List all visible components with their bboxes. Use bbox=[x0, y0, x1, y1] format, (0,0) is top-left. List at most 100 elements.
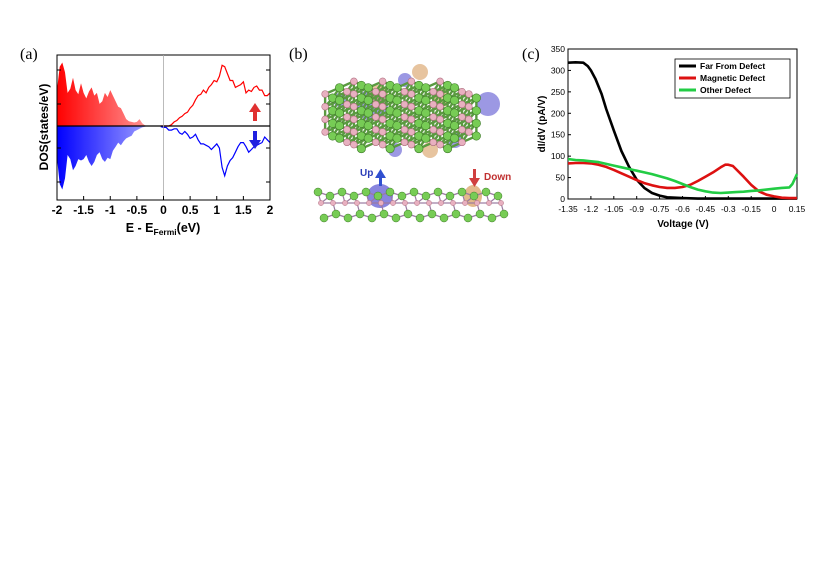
dopant-atom bbox=[458, 113, 466, 121]
bond bbox=[453, 128, 463, 140]
bond bbox=[375, 90, 391, 100]
side-bond bbox=[497, 195, 502, 204]
bond bbox=[396, 124, 412, 134]
bond bbox=[453, 116, 463, 127]
bond bbox=[404, 141, 412, 146]
didv-x-tick-label: -0.3 bbox=[721, 204, 736, 214]
bond bbox=[418, 84, 427, 89]
bond bbox=[404, 115, 412, 121]
side-bond bbox=[425, 195, 430, 204]
bond bbox=[396, 80, 412, 89]
side-bond bbox=[491, 213, 505, 219]
bond bbox=[396, 137, 412, 146]
bond bbox=[396, 99, 406, 106]
side-bond bbox=[455, 213, 469, 219]
dopant-atom bbox=[400, 100, 409, 109]
side-bond bbox=[320, 195, 331, 204]
bond bbox=[367, 92, 384, 102]
side-carbon-atom bbox=[487, 213, 497, 223]
dopant-atom bbox=[378, 128, 387, 136]
bond bbox=[425, 124, 434, 131]
bond bbox=[461, 109, 477, 119]
carbon-atom bbox=[385, 131, 395, 141]
dopant-atom bbox=[429, 138, 437, 147]
bond bbox=[461, 128, 477, 138]
carbon-atom bbox=[443, 80, 453, 90]
dopant-atom bbox=[321, 115, 329, 124]
bond bbox=[425, 118, 441, 127]
bond bbox=[404, 128, 420, 138]
didv-y-tick-label: 250 bbox=[551, 87, 565, 97]
bond bbox=[439, 92, 455, 102]
bond bbox=[417, 112, 427, 125]
side-carbon-atom bbox=[319, 213, 329, 223]
bond bbox=[367, 86, 384, 96]
dopant-atom bbox=[400, 138, 409, 147]
dopant-atom bbox=[436, 102, 444, 111]
dopant-atom bbox=[436, 90, 444, 98]
bond bbox=[389, 103, 405, 112]
bond bbox=[404, 96, 420, 106]
dos-line-spin-down bbox=[160, 126, 271, 178]
bond bbox=[360, 109, 377, 119]
dopant-atom bbox=[350, 140, 358, 149]
side-carbon-atom bbox=[481, 187, 491, 197]
bond bbox=[454, 118, 470, 127]
bond bbox=[353, 92, 369, 102]
side-bond bbox=[389, 191, 394, 204]
spin-density-blob bbox=[356, 89, 388, 121]
side-bond bbox=[452, 202, 457, 215]
didv-x-tick-label: -0.6 bbox=[675, 204, 690, 214]
bond bbox=[353, 124, 369, 134]
bond bbox=[324, 92, 340, 102]
bond bbox=[425, 86, 441, 96]
side-bond bbox=[461, 191, 466, 204]
dopant-atom bbox=[372, 138, 380, 147]
bond bbox=[453, 99, 463, 106]
bond bbox=[374, 93, 384, 106]
bond bbox=[360, 112, 370, 125]
bond bbox=[367, 118, 384, 127]
bond bbox=[332, 96, 340, 102]
bond bbox=[338, 137, 348, 144]
bond bbox=[374, 106, 384, 118]
bond bbox=[410, 92, 420, 100]
legend-label: Far From Defect bbox=[700, 61, 765, 71]
bond bbox=[367, 80, 384, 89]
bond bbox=[461, 118, 470, 131]
bond bbox=[389, 96, 405, 106]
bond bbox=[432, 115, 449, 125]
bond bbox=[396, 137, 406, 144]
carbon-atom bbox=[385, 80, 395, 90]
dopant-atom bbox=[407, 115, 416, 124]
side-carbon-atom bbox=[469, 191, 479, 201]
bond bbox=[389, 109, 398, 115]
carbon-atom bbox=[449, 83, 459, 93]
bond bbox=[332, 134, 348, 144]
bond bbox=[439, 109, 449, 121]
bond bbox=[324, 92, 334, 100]
side-bond bbox=[449, 191, 463, 197]
side-bond bbox=[383, 213, 397, 219]
bond bbox=[360, 96, 369, 102]
dopant-atom bbox=[372, 100, 380, 109]
side-dopant-atom bbox=[402, 200, 408, 206]
bond bbox=[417, 124, 427, 137]
bond bbox=[339, 124, 355, 134]
bond bbox=[338, 116, 348, 127]
carbon-atom bbox=[356, 80, 366, 90]
bond bbox=[410, 124, 427, 134]
bond bbox=[375, 109, 391, 119]
bond bbox=[324, 86, 340, 96]
carbon-atom bbox=[414, 118, 424, 128]
bond bbox=[447, 134, 463, 144]
carbon-atom bbox=[328, 118, 338, 128]
bond bbox=[367, 111, 384, 121]
side-bond bbox=[317, 191, 331, 197]
bond bbox=[410, 97, 420, 108]
side-carbon-atom bbox=[415, 213, 425, 223]
dopant-atom bbox=[465, 90, 473, 98]
carbon-atom bbox=[334, 95, 344, 105]
bond bbox=[461, 96, 477, 106]
